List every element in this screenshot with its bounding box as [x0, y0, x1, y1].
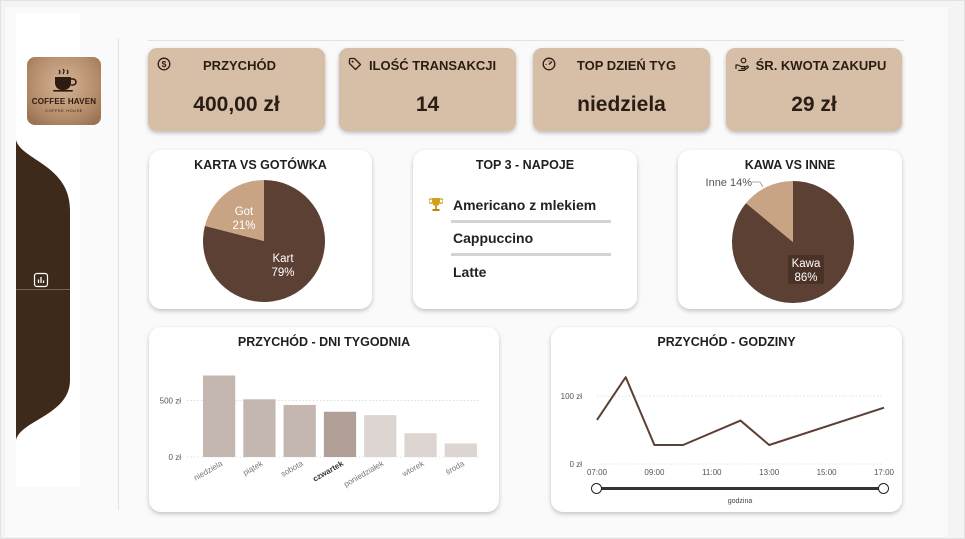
x-tick-label: 13:00 — [759, 468, 780, 477]
x-tick-label: piątek — [241, 458, 265, 477]
vertical-divider — [118, 38, 119, 510]
header-divider — [148, 40, 904, 41]
bar-sobota[interactable] — [283, 404, 316, 457]
trophy-icon — [429, 198, 443, 211]
x-tick-label: 07:00 — [587, 468, 608, 477]
bar-wtorek[interactable] — [404, 433, 437, 457]
gauge-icon — [542, 57, 556, 71]
x-tick-label: poniedziałek — [342, 458, 386, 489]
pie-label: Got — [235, 206, 254, 218]
card-title: KARTA VS GOTÓWKA — [194, 158, 327, 172]
dollar-coin-icon: $ — [157, 57, 171, 71]
pie-label-background — [788, 255, 824, 284]
pie-value-label: 21% — [232, 220, 255, 232]
card-payment-pie: KARTA VS GOTÓWKA Kart 79% Got 21% — [149, 150, 372, 309]
x-tick-label: 11:00 — [702, 468, 722, 477]
y-tick-label: 0 zł — [570, 460, 583, 469]
top3-separator — [451, 220, 611, 223]
x-tick-label: 15:00 — [817, 468, 838, 477]
kpi-value: 14 — [415, 93, 440, 116]
kpi-value: 400,00 zł — [193, 93, 280, 116]
bar-środa[interactable] — [444, 443, 477, 457]
top3-item-label: Cappuccino — [453, 230, 534, 246]
card-title: KAWA VS INNE — [744, 158, 836, 172]
pie-slice-got[interactable] — [204, 180, 264, 241]
hour-slider-label: godzina — [727, 498, 753, 505]
y-tick-label: 500 zł — [160, 396, 182, 405]
bar-czwartek[interactable] — [323, 411, 357, 457]
top3-item-1[interactable]: Americano z mlekiem — [451, 190, 611, 220]
kpi-label: ŚR. KWOTA ZAKUPU — [755, 58, 887, 73]
top3-item-label: Americano z mlekiem — [453, 197, 597, 213]
kpi-card-avg-purchase: ŚR. KWOTA ZAKUPU 29 zł — [726, 48, 902, 131]
x-tick-label: środa — [444, 459, 466, 477]
coffee-haven-logo: COFFEE HAVEN COFFEE HOUSE — [27, 57, 101, 125]
card-title: PRZYCHÓD - GODZINY — [657, 335, 796, 349]
top3-item-label: Latte — [453, 264, 487, 280]
coffee-cup-icon — [53, 68, 77, 92]
line-point[interactable] — [652, 443, 656, 447]
revenue-line-series[interactable] — [596, 376, 885, 446]
kpi-label: TOP DZIEŃ TYG — [576, 58, 677, 73]
bar-niedziela[interactable] — [203, 375, 236, 457]
pie-label: Kart — [272, 253, 294, 265]
kpi-card-revenue: $ PRZYCHÓD 400,00 zł — [148, 48, 325, 131]
line-point[interactable] — [882, 406, 886, 410]
pie-slice-inne[interactable] — [745, 181, 793, 242]
pie-value-label: 86% — [794, 272, 817, 284]
x-tick-label: 09:00 — [644, 468, 665, 477]
x-tick-label: sobota — [279, 459, 305, 479]
line-point[interactable] — [624, 375, 628, 379]
top3-item-3[interactable]: Latte — [451, 257, 611, 287]
nav-divider — [16, 289, 70, 290]
pie-leader-line — [752, 181, 764, 188]
pie-label: Inne 14% — [706, 177, 753, 189]
coffee-pie-chart[interactable]: Kawa 86% Inne 14% — [678, 150, 902, 309]
hour-slider-start-handle[interactable] — [591, 483, 602, 494]
card-hourly-revenue: PRZYCHÓD - GODZINY 0 zł 100 zł 07:00 09:00 1… — [551, 327, 902, 512]
pie-value-label: 79% — [271, 267, 294, 279]
line-point[interactable] — [595, 418, 599, 422]
x-tick-label: czwartek — [311, 459, 345, 484]
weekday-bar-chart[interactable]: 0 zł 500 zł niedziela piątek sobota czwartekp… — [149, 327, 499, 512]
x-tick-label: wtorek — [400, 458, 427, 479]
top3-item-2[interactable]: Cappuccino — [451, 223, 611, 253]
card-title: TOP 3 - NAPOJE — [475, 158, 575, 172]
line-point[interactable] — [681, 443, 685, 447]
card-top3-drinks: TOP 3 - NAPOJE Americano z mlekiem Cappu… — [413, 150, 637, 309]
svg-text:$: $ — [162, 59, 167, 69]
kpi-label: ILOŚĆ TRANSAKCJI — [368, 58, 497, 73]
coin-hand-icon — [735, 57, 749, 71]
bar-poniedziałek[interactable] — [364, 415, 397, 457]
line-point[interactable] — [767, 443, 771, 447]
logo-title: COFFEE HAVEN — [31, 97, 97, 106]
hourly-line-chart[interactable]: 0 zł 100 zł 07:00 09:00 11:00 13:00 15:00 17:00 — [551, 327, 902, 512]
card-weekday-revenue: PRZYCHÓD - DNI TYGODNIA 0 zł 500 zł niedzi… — [149, 327, 499, 512]
nav-report-chart-icon[interactable] — [33, 272, 49, 288]
pie-label: Kawa — [792, 258, 821, 270]
kpi-value: 29 zł — [791, 93, 837, 116]
bar-piątek[interactable] — [243, 399, 276, 457]
kpi-card-top-day: TOP DZIEŃ TYG niedziela — [533, 48, 710, 131]
tag-icon — [348, 57, 362, 71]
card-coffee-pie: KAWA VS INNE Kawa 86% Inne 14% — [678, 150, 902, 309]
hour-slider-end-handle[interactable] — [878, 483, 889, 494]
top3-separator — [451, 253, 611, 256]
x-tick-label: niedziela — [192, 459, 224, 483]
hour-slider-track[interactable] — [597, 487, 884, 490]
card-title: PRZYCHÓD - DNI TYGODNIA — [237, 335, 411, 349]
nav-wave-decoration — [16, 140, 70, 440]
kpi-label: PRZYCHÓD — [203, 58, 276, 73]
kpi-card-transactions: ILOŚĆ TRANSAKCJI 14 — [339, 48, 516, 131]
y-tick-label: 100 zł — [561, 392, 583, 401]
line-point[interactable] — [739, 419, 743, 423]
x-tick-label: 17:00 — [874, 468, 895, 477]
payment-pie-chart[interactable]: Kart 79% Got 21% — [149, 150, 372, 309]
y-tick-label: 0 zł — [169, 453, 182, 462]
kpi-value: niedziela — [577, 93, 666, 116]
logo-subtitle: COFFEE HOUSE — [45, 108, 83, 113]
